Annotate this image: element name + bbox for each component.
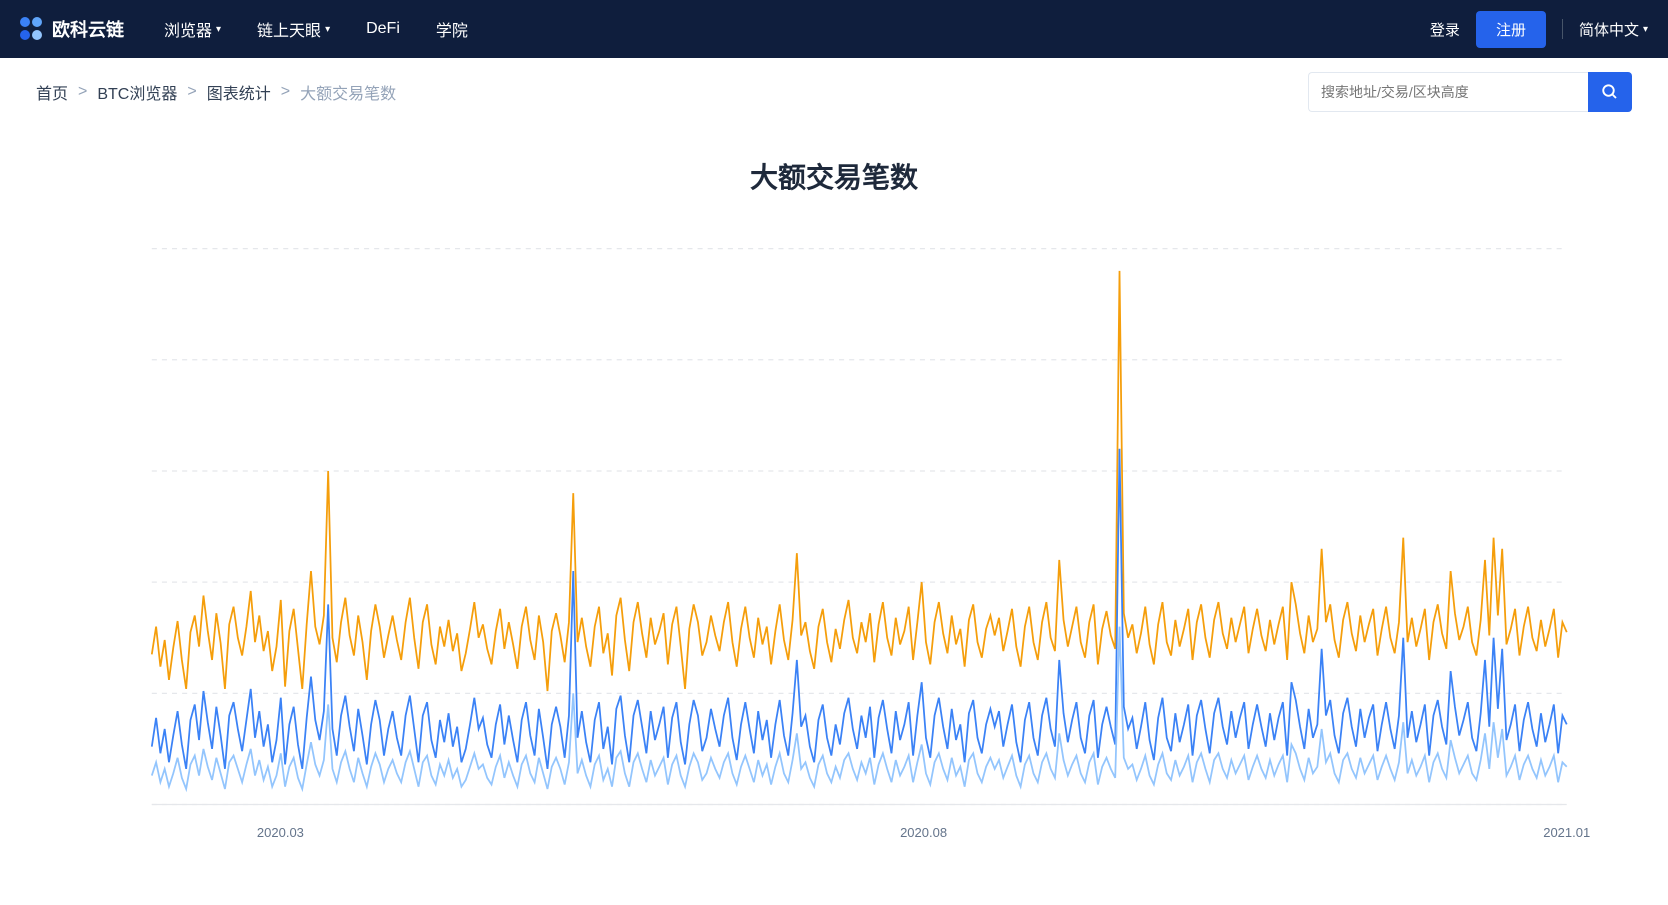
- search: [1308, 72, 1632, 112]
- crumb-separator: >: [78, 83, 87, 101]
- x-tick-label: 2021.01: [1543, 825, 1590, 840]
- language-selector[interactable]: 简体中文 ▾: [1579, 19, 1648, 40]
- x-axis-labels: 2020.03 2020.08 2021.01: [76, 825, 1592, 845]
- subbar: 首页 > BTC浏览器 > 图表统计 > 大额交易笔数: [0, 58, 1668, 126]
- header: 欧科云链 浏览器▾ 链上天眼▾ DeFi 学院 登录 注册 简体中文 ▾: [0, 0, 1668, 58]
- brand-logo[interactable]: 欧科云链: [20, 16, 124, 42]
- language-label: 简体中文: [1579, 19, 1639, 40]
- chevron-down-icon: ▾: [325, 24, 330, 35]
- nav-item-1[interactable]: 链上天眼▾: [257, 17, 330, 41]
- chevron-down-icon: ▾: [216, 24, 221, 35]
- brand-name: 欧科云链: [52, 16, 124, 42]
- logo-icon: [20, 17, 44, 41]
- chevron-down-icon: ▾: [1643, 24, 1648, 35]
- chart-title: 大额交易笔数: [76, 156, 1592, 196]
- crumb-separator: >: [187, 83, 196, 101]
- series-series_orange: [152, 271, 1567, 691]
- line-chart: [76, 236, 1592, 817]
- chart-card: 大额交易笔数 2020.03 2020.08 2021.01: [36, 126, 1632, 885]
- nav-item-3[interactable]: 学院: [436, 17, 468, 41]
- header-right: 登录 注册 简体中文 ▾: [1430, 11, 1648, 48]
- x-tick-label: 2020.08: [900, 825, 947, 840]
- register-button[interactable]: 注册: [1476, 11, 1546, 48]
- divider: [1562, 19, 1563, 39]
- crumb-3: 大额交易笔数: [300, 80, 396, 104]
- search-icon: [1601, 83, 1619, 101]
- crumb-0[interactable]: 首页: [36, 80, 68, 104]
- crumb-1[interactable]: BTC浏览器: [97, 80, 177, 104]
- crumb-separator: >: [281, 83, 290, 101]
- search-input[interactable]: [1308, 72, 1588, 112]
- nav-item-2[interactable]: DeFi: [366, 20, 400, 38]
- crumb-2[interactable]: 图表统计: [207, 80, 271, 104]
- breadcrumb: 首页 > BTC浏览器 > 图表统计 > 大额交易笔数: [36, 80, 396, 104]
- chart-area: 2020.03 2020.08 2021.01: [76, 236, 1592, 845]
- nav-item-0[interactable]: 浏览器▾: [164, 17, 221, 41]
- series-series_blue: [152, 449, 1567, 769]
- x-tick-label: 2020.03: [257, 825, 304, 840]
- main-nav: 浏览器▾ 链上天眼▾ DeFi 学院: [164, 17, 1430, 41]
- search-button[interactable]: [1588, 72, 1632, 112]
- login-link[interactable]: 登录: [1430, 19, 1460, 40]
